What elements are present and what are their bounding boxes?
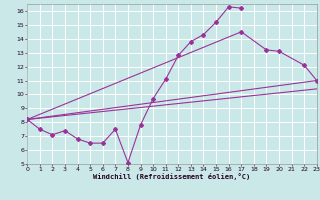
X-axis label: Windchill (Refroidissement éolien,°C): Windchill (Refroidissement éolien,°C): [93, 173, 251, 180]
